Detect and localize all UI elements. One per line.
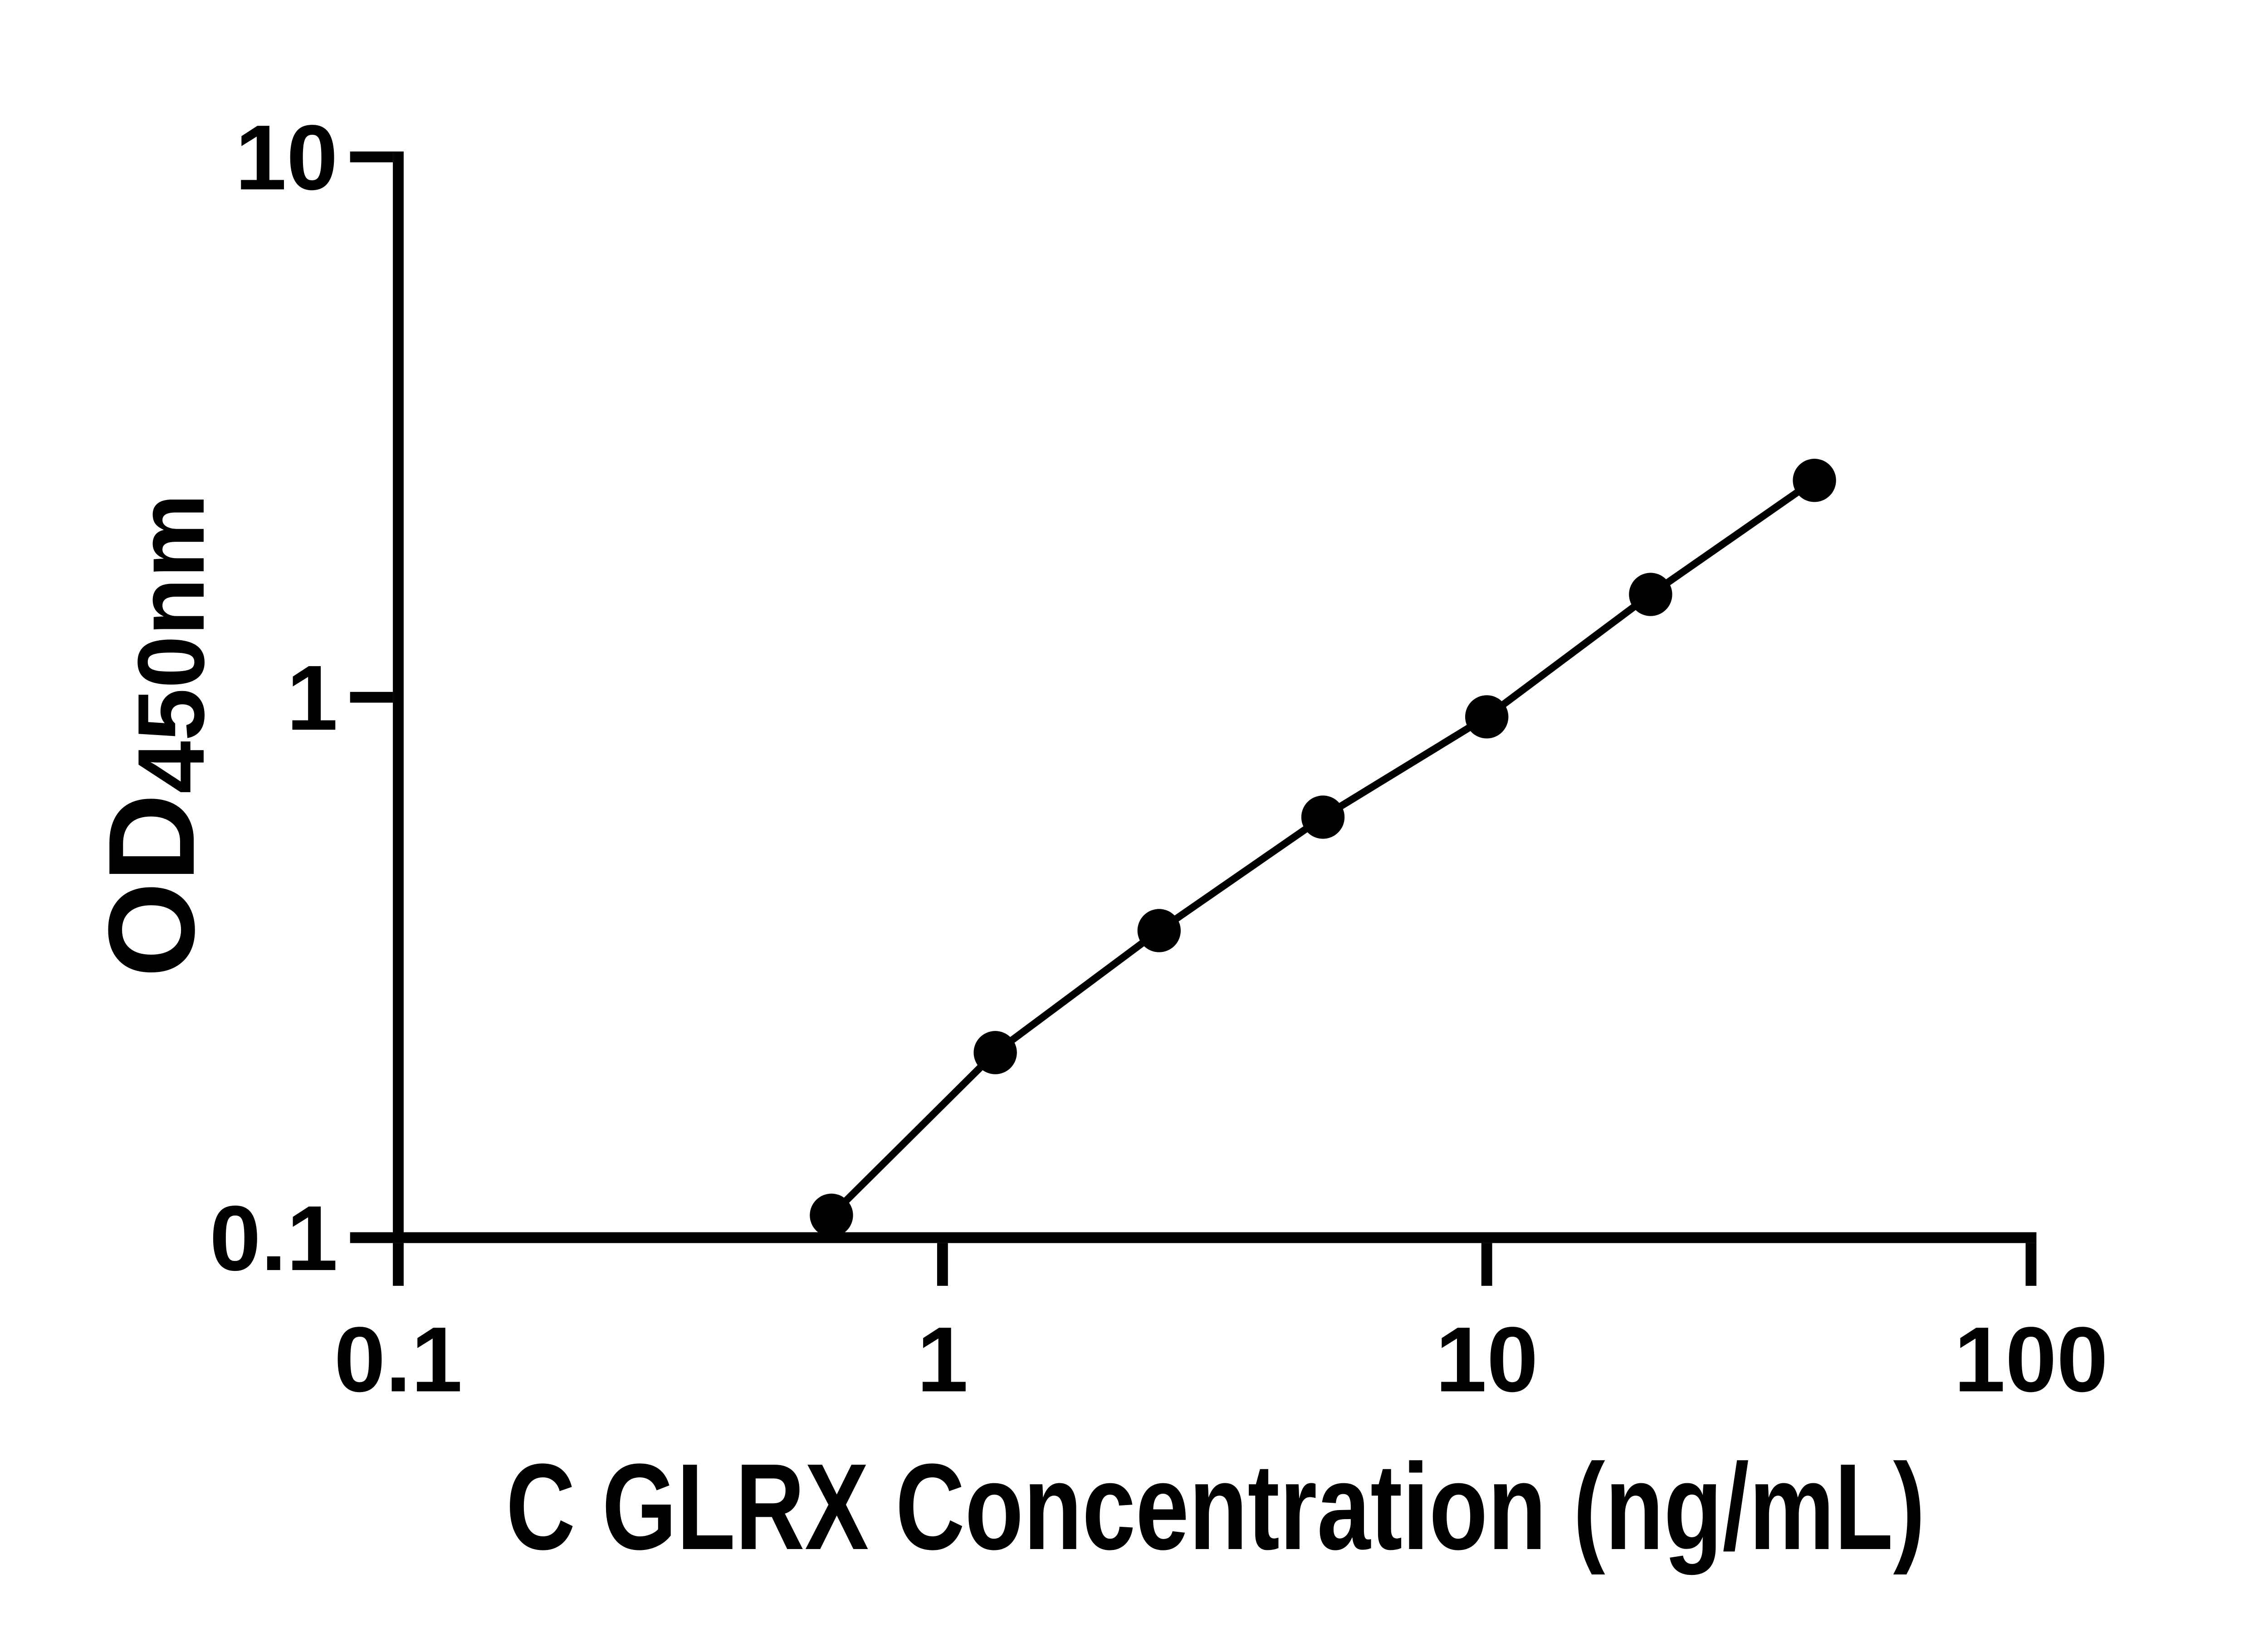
y-tick-label: 10 [235,106,337,209]
x-axis-ticks: 0.1 1 10 100 [334,1243,2108,1411]
x-axis-title: C GLRX Concentration (ng/mL) [506,1438,1925,1576]
data-point-marker [1629,573,1672,616]
x-tick-label: 0.1 [334,1308,463,1411]
data-point-marker [1137,909,1181,952]
y-tick-label: 0.1 [210,1187,338,1290]
x-tick-label: 10 [1435,1308,1538,1411]
y-axis-title-subscript: 450nm [118,494,224,794]
data-point-marker [1793,459,1836,502]
x-tick-label: 1 [917,1308,968,1411]
x-tick-label: 100 [1954,1308,2108,1411]
y-axis-ticks: 0.1 1 10 [210,106,393,1290]
y-axis-title-main: OD [83,794,220,977]
y-axis-title: OD450nm [83,494,224,977]
data-point-marker [810,1193,853,1237]
data-point-marker [973,1031,1017,1074]
series-data-points [810,459,1836,1237]
data-point-marker [1465,695,1509,739]
data-point-marker [1301,795,1345,839]
y-tick-label: 1 [287,647,338,750]
